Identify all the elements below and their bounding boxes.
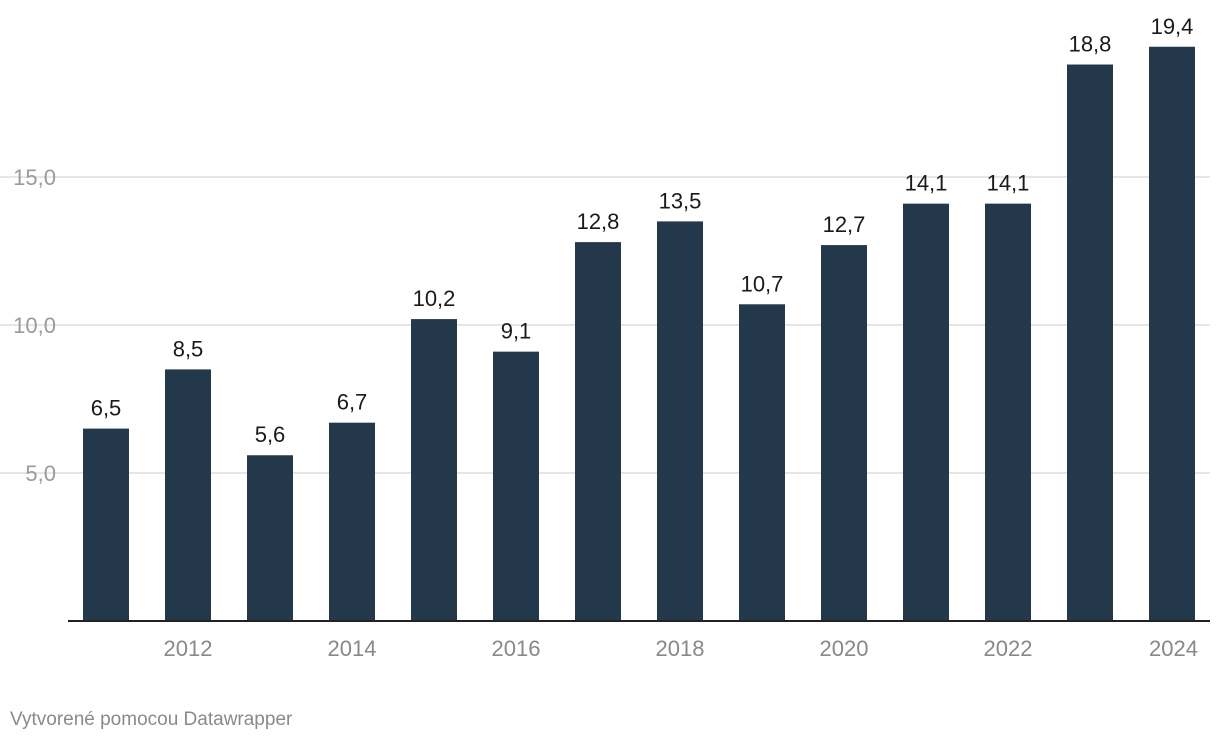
bar: [903, 203, 949, 621]
bar: [411, 319, 457, 621]
y-tick-label: 10,0: [13, 313, 56, 338]
value-labels: 6,5 8,5 5,6 6,7 10,2 9,1 12,8 13,5 10,7 12,7 14,1 1…: [91, 14, 1194, 447]
bar: [985, 203, 1031, 621]
bar: [657, 221, 703, 621]
bar-value-label: 8,5: [173, 336, 204, 361]
bar-chart: 6,5 8,5 5,6 6,7 10,2 9,1 12,8 13,5 10,7 12,7 14,1 1…: [0, 14, 1210, 661]
bar: [575, 242, 621, 621]
x-tick-label: 2020: [820, 636, 869, 661]
x-axis: 2012 2014 2016 2018 2020 2022 2024: [68, 620, 1210, 661]
x-tick-label: 2016: [492, 636, 541, 661]
bar-value-label: 6,7: [337, 390, 368, 415]
footer-credit: Vytvorené pomocou Datawrapper: [10, 709, 293, 730]
bar-value-label: 14,1: [987, 171, 1030, 196]
bar: [247, 455, 293, 621]
bar-value-label: 5,6: [255, 422, 286, 447]
y-axis: 5,0 10,0 15,0: [13, 165, 56, 486]
bar: [165, 369, 211, 621]
x-tick-label: 2024: [1149, 636, 1198, 661]
bar: [739, 304, 785, 621]
bar-value-label: 9,1: [501, 319, 532, 344]
bar-value-label: 6,5: [91, 396, 122, 421]
bar-value-label: 19,4: [1151, 14, 1194, 39]
y-tick-label: 5,0: [25, 461, 56, 486]
bar-value-label: 10,2: [413, 286, 456, 311]
bar-value-label: 10,7: [741, 271, 784, 296]
bar-value-label: 14,1: [905, 171, 948, 196]
bar: [821, 245, 867, 621]
bar: [493, 351, 539, 621]
bar: [1067, 64, 1113, 621]
x-tick-label: 2012: [164, 636, 213, 661]
bar: [1149, 46, 1195, 621]
bar-value-label: 18,8: [1069, 32, 1112, 57]
bar: [329, 422, 375, 621]
bar-value-label: 13,5: [659, 188, 702, 213]
y-tick-label: 15,0: [13, 165, 56, 190]
x-tick-label: 2022: [984, 636, 1033, 661]
bar-value-label: 12,8: [577, 209, 620, 234]
bar-value-label: 12,7: [823, 212, 866, 237]
bars: [83, 46, 1195, 621]
x-tick-label: 2018: [656, 636, 705, 661]
x-tick-label: 2014: [328, 636, 377, 661]
bar: [83, 428, 129, 621]
